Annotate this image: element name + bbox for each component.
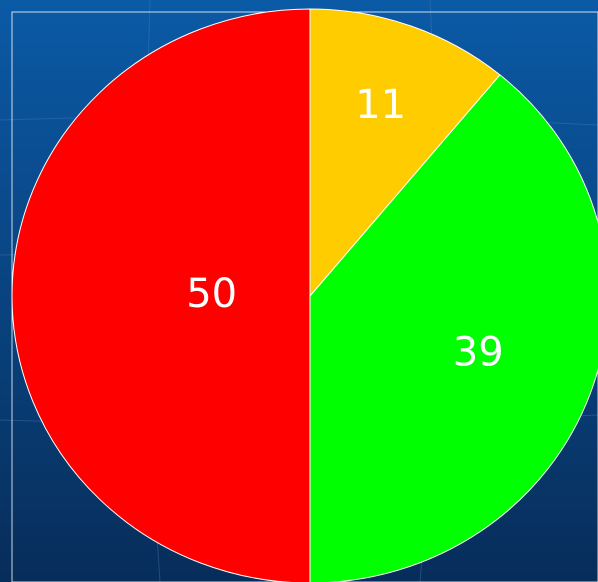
pie-slice bbox=[11, 8, 311, 582]
data-label: 11 bbox=[355, 82, 406, 128]
data-labels: 11 39 50 bbox=[186, 82, 503, 375]
pie bbox=[11, 8, 598, 582]
pie-slice bbox=[309, 8, 501, 298]
data-label: 39 bbox=[453, 329, 504, 375]
pie-slice bbox=[309, 74, 598, 582]
data-label: 50 bbox=[186, 271, 237, 317]
